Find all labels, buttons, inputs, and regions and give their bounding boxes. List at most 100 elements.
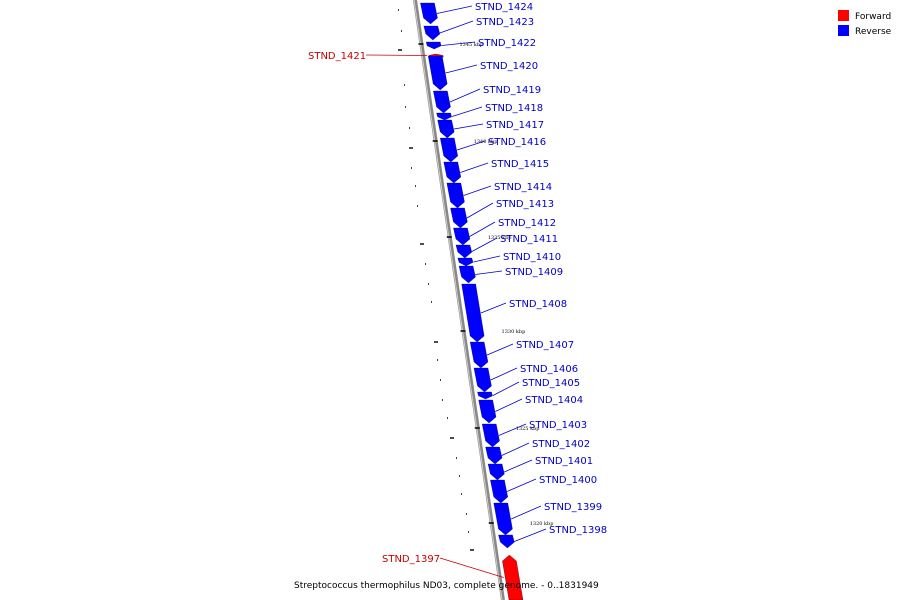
leader-line: [456, 140, 486, 151]
gene-arrow-stnd-1411[interactable]: [455, 244, 473, 259]
leader-line: [498, 423, 527, 436]
leader-line: [492, 381, 520, 396]
gene-arrow-stnd-1418[interactable]: [436, 112, 452, 121]
leader-line: [514, 528, 547, 542]
gene-arrow-stnd-1404[interactable]: [478, 399, 497, 424]
gene-arrow-stnd-1413[interactable]: [450, 207, 468, 229]
leader-line: [439, 20, 474, 34]
gene-label-stnd-1397[interactable]: STND_1397: [382, 554, 440, 565]
leader-line: [495, 398, 523, 412]
leader-line: [475, 270, 503, 275]
gene-arrow-stnd-1401[interactable]: [487, 463, 505, 481]
gene-arrow-stnd-1398[interactable]: [498, 534, 515, 549]
leader-line: [436, 5, 473, 14]
legend: Forward Reverse: [838, 10, 892, 37]
gene-label-stnd-1418[interactable]: STND_1418: [485, 103, 543, 114]
gene-label-stnd-1422[interactable]: STND_1422: [478, 38, 536, 49]
gene-label-stnd-1421[interactable]: STND_1421: [308, 51, 366, 62]
leader-line: [486, 343, 514, 356]
gene-label-stnd-1398[interactable]: STND_1398: [549, 525, 607, 536]
gene-label-stnd-1424[interactable]: STND_1424: [475, 2, 533, 13]
leader-line: [473, 255, 501, 263]
gene-arrow-stnd-1416[interactable]: [440, 137, 458, 163]
legend-swatch-reverse: [838, 25, 849, 36]
gene-arrow-stnd-1407[interactable]: [469, 341, 489, 369]
legend-swatch-forward: [838, 10, 849, 21]
gene-arrow-stnd-1420[interactable]: [428, 55, 448, 91]
gene-arrow-stnd-1412[interactable]: [453, 227, 471, 246]
gene-label-stnd-1423[interactable]: STND_1423: [476, 17, 534, 28]
gene-arrow-stnd-1414[interactable]: [446, 182, 465, 209]
leader-line: [463, 185, 492, 196]
gene-label-stnd-1406[interactable]: STND_1406: [520, 364, 578, 375]
gene-label-stnd-1414[interactable]: STND_1414: [494, 182, 552, 193]
gene-label-stnd-1410[interactable]: STND_1410: [503, 252, 561, 263]
gene-arrow-stnd-1399[interactable]: [493, 502, 513, 536]
leader-line: [471, 237, 498, 252]
leader-line: [365, 54, 428, 56]
legend-label-reverse: Reverse: [855, 27, 892, 37]
scale-tick-label: 1340 kbp: [474, 139, 498, 145]
leader-line: [445, 64, 478, 74]
leader-line: [480, 302, 507, 314]
gene-arrow-stnd-1417[interactable]: [437, 119, 455, 139]
gene-label-stnd-1409[interactable]: STND_1409: [505, 267, 563, 278]
leader-line: [510, 505, 542, 520]
leader-line: [441, 41, 476, 46]
gene-labels: STND_1424 STND_1423 STND_1422 STND_1421 STND…: [308, 2, 607, 578]
gene-label-stnd-1408[interactable]: STND_1408: [509, 299, 567, 310]
gene-label-stnd-1403[interactable]: STND_1403: [529, 420, 587, 431]
scale-tick-label: 1335 kbp: [488, 235, 512, 241]
gene-arrow-stnd-1424[interactable]: [420, 2, 438, 25]
genome-caption: Streptococcus thermophilus ND03, complet…: [294, 581, 599, 591]
gene-label-stnd-1404[interactable]: STND_1404: [525, 395, 583, 406]
scale-tick-label: 1345 kbp: [459, 42, 483, 48]
feature-marks: [398, 9, 474, 551]
leader-line: [451, 106, 483, 117]
gene-label-stnd-1412[interactable]: STND_1412: [498, 218, 556, 229]
leader-line: [449, 88, 481, 103]
leader-line: [469, 221, 496, 237]
gene-label-stnd-1401[interactable]: STND_1401: [535, 456, 593, 467]
gene-arrow-stnd-1402[interactable]: [485, 446, 503, 465]
leader-line: [453, 123, 484, 130]
gene-label-stnd-1413[interactable]: STND_1413: [496, 199, 554, 210]
gene-arrow-stnd-1423[interactable]: [423, 25, 441, 41]
gene-label-stnd-1420[interactable]: STND_1420: [480, 61, 538, 72]
scale-tick-label: 1325 kbp: [516, 426, 540, 432]
gene-arrow-stnd-1422[interactable]: [425, 41, 442, 50]
gene-label-stnd-1417[interactable]: STND_1417: [486, 120, 544, 131]
leader-line: [504, 459, 533, 473]
scale-tick-label: 1330 kbp: [502, 329, 526, 335]
legend-label-forward: Forward: [855, 12, 891, 22]
gene-label-stnd-1399[interactable]: STND_1399: [544, 502, 602, 513]
gene-arrow-stnd-1415[interactable]: [443, 161, 462, 184]
gene-label-stnd-1400[interactable]: STND_1400: [539, 475, 597, 486]
gene-track: [420, 2, 524, 600]
gene-label-stnd-1411[interactable]: STND_1411: [500, 234, 558, 245]
leader-line: [439, 557, 504, 578]
gene-arrow-stnd-1400[interactable]: [490, 479, 508, 504]
gene-label-stnd-1407[interactable]: STND_1407: [516, 340, 574, 351]
scale-tick-label: 1320 kbp: [530, 521, 554, 527]
gene-arrow-stnd-1410[interactable]: [457, 257, 474, 267]
gene-label-stnd-1405[interactable]: STND_1405: [522, 378, 580, 389]
leader-line: [466, 202, 494, 219]
gene-arrow-stnd-1405[interactable]: [477, 391, 493, 400]
gene-label-stnd-1415[interactable]: STND_1415: [491, 159, 549, 170]
leader-line: [506, 478, 537, 492]
gene-arrow-stnd-1397[interactable]: [502, 554, 524, 600]
leader-line: [501, 442, 530, 456]
leader-line: [460, 162, 489, 173]
scale-ticks: 1345 kbp 1340 kbp 1335 kbp 1330 kbp 1325 kbp…: [418, 42, 553, 527]
gene-arrow-stnd-1406[interactable]: [473, 367, 492, 393]
gene-arrow-stnd-1408[interactable]: [461, 283, 485, 343]
gene-label-stnd-1416[interactable]: STND_1416: [488, 137, 546, 148]
gene-label-stnd-1402[interactable]: STND_1402: [532, 439, 590, 450]
gene-arrow-stnd-1403[interactable]: [482, 423, 500, 448]
gene-arrow-stnd-1409[interactable]: [458, 265, 476, 284]
gene-arrow-stnd-1419[interactable]: [433, 90, 451, 114]
genome-axis: [413, 0, 505, 600]
gene-label-stnd-1419[interactable]: STND_1419: [483, 85, 541, 96]
